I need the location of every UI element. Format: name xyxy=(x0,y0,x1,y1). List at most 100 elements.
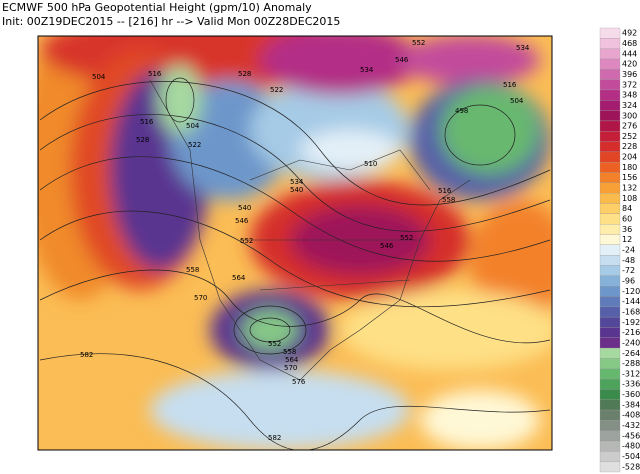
colorbar-swatch xyxy=(599,399,621,411)
colorbar-swatch xyxy=(599,420,621,431)
colorbar-swatch xyxy=(599,172,621,184)
contour-label: 558 xyxy=(186,266,199,274)
colorbar-label: -360 xyxy=(622,390,640,399)
contour-label: 564 xyxy=(285,356,299,364)
contour-label: 510 xyxy=(364,160,377,168)
colorbar-label: 84 xyxy=(622,204,632,213)
colorbar-label: -504 xyxy=(622,452,640,461)
colorbar-swatch xyxy=(599,265,621,276)
contour-label: 540 xyxy=(290,186,303,194)
contour-label: 498 xyxy=(455,107,468,115)
contour-label: 582 xyxy=(268,434,281,442)
colorbar-swatch xyxy=(599,182,621,194)
colorbar-swatch xyxy=(599,275,621,287)
colorbar-swatch xyxy=(599,316,621,328)
colorbar-label: -288 xyxy=(622,359,640,368)
title: ECMWF 500 hPa Geopotential Height (gpm/1… xyxy=(2,1,312,14)
colorbar-label: 300 xyxy=(622,111,637,120)
colorbar-swatch xyxy=(599,430,621,442)
colorbar-swatch xyxy=(599,27,621,39)
colorbar: 4924684444203963723483243002762522282041… xyxy=(599,27,640,473)
colorbar-swatch xyxy=(599,110,621,122)
contour-label: 528 xyxy=(238,70,251,78)
contour-label: 516 xyxy=(503,81,517,89)
colorbar-swatch xyxy=(599,69,621,80)
contour-label: 534 xyxy=(290,178,304,186)
colorbar-swatch xyxy=(599,440,621,452)
colorbar-label: 60 xyxy=(622,215,632,224)
contour-labels: 504 516 528 522 504 516 522 528 534 546 … xyxy=(80,39,530,442)
colorbar-swatch xyxy=(599,58,621,70)
colorbar-label: 36 xyxy=(622,225,632,234)
contour-label: 546 xyxy=(380,242,394,250)
colorbar-swatch xyxy=(599,162,621,173)
colorbar-swatch xyxy=(599,131,621,142)
colorbar-swatch xyxy=(599,89,621,101)
subtitle: Init: 00Z19DEC2015 -- [216] hr --> Valid… xyxy=(2,15,341,28)
colorbar-swatch xyxy=(599,38,621,49)
colorbar-label: 420 xyxy=(622,60,637,69)
colorbar-swatch xyxy=(599,337,621,349)
colorbar-label: 156 xyxy=(622,173,637,182)
colorbar-label: 372 xyxy=(622,80,637,89)
colorbar-label: -480 xyxy=(622,442,640,451)
colorbar-label: 12 xyxy=(622,235,632,244)
colorbar-label: -312 xyxy=(622,369,640,378)
colorbar-swatch xyxy=(599,203,621,215)
colorbar-label: -384 xyxy=(622,400,640,409)
colorbar-swatch xyxy=(599,120,621,132)
contour-label: 516 xyxy=(148,70,162,78)
map-frame xyxy=(37,35,553,451)
colorbar-label: 396 xyxy=(622,70,637,79)
colorbar-label: -216 xyxy=(622,328,640,337)
contour-label: 504 xyxy=(92,73,106,81)
contour-label: 552 xyxy=(240,237,253,245)
contour-label: 504 xyxy=(510,97,524,105)
contour-label: 534 xyxy=(360,66,374,74)
colorbar-label: -240 xyxy=(622,338,640,347)
contour-label: 552 xyxy=(412,39,425,47)
contour-label: 522 xyxy=(188,141,201,149)
colorbar-swatch xyxy=(599,255,621,266)
colorbar-label: -96 xyxy=(622,276,635,285)
colorbar-label: 276 xyxy=(622,122,637,131)
colorbar-swatch xyxy=(599,48,621,60)
colorbar-swatch xyxy=(599,389,621,400)
colorbar-swatch xyxy=(599,368,621,380)
colorbar-swatch xyxy=(599,306,621,318)
contour-label: 528 xyxy=(136,136,149,144)
contour-label: 570 xyxy=(194,294,207,302)
colorbar-label: -48 xyxy=(622,256,635,265)
colorbar-label: -336 xyxy=(622,380,640,389)
anomaly-field xyxy=(38,36,552,450)
colorbar-label: -144 xyxy=(622,297,640,306)
contour-label: 516 xyxy=(438,187,452,195)
contour-label: 552 xyxy=(268,340,281,348)
coastlines xyxy=(149,79,471,381)
colorbar-label: 204 xyxy=(622,153,637,162)
colorbar-label: -456 xyxy=(622,431,640,440)
colorbar-swatch xyxy=(599,378,621,390)
contour-label: 570 xyxy=(284,364,297,372)
colorbar-swatch xyxy=(599,409,621,421)
colorbar-swatch xyxy=(599,244,621,256)
colorbar-label: -120 xyxy=(622,287,640,296)
colorbar-swatch xyxy=(599,193,621,204)
colorbar-swatch xyxy=(599,213,621,225)
contours xyxy=(39,77,551,450)
colorbar-swatch xyxy=(599,79,621,91)
colorbar-label: 444 xyxy=(622,49,637,58)
colorbar-label: 348 xyxy=(622,91,637,100)
colorbar-swatch xyxy=(599,296,621,307)
colorbar-label: -24 xyxy=(622,246,635,255)
colorbar-label: -72 xyxy=(622,266,635,275)
colorbar-swatch xyxy=(599,224,621,235)
colorbar-label: -528 xyxy=(622,462,640,471)
colorbar-label: 324 xyxy=(622,101,637,110)
colorbar-swatch xyxy=(599,151,621,163)
contour-label: 504 xyxy=(186,122,200,130)
colorbar-label: 468 xyxy=(622,39,637,48)
contour-label: 552 xyxy=(400,234,413,242)
colorbar-swatch xyxy=(599,451,621,462)
